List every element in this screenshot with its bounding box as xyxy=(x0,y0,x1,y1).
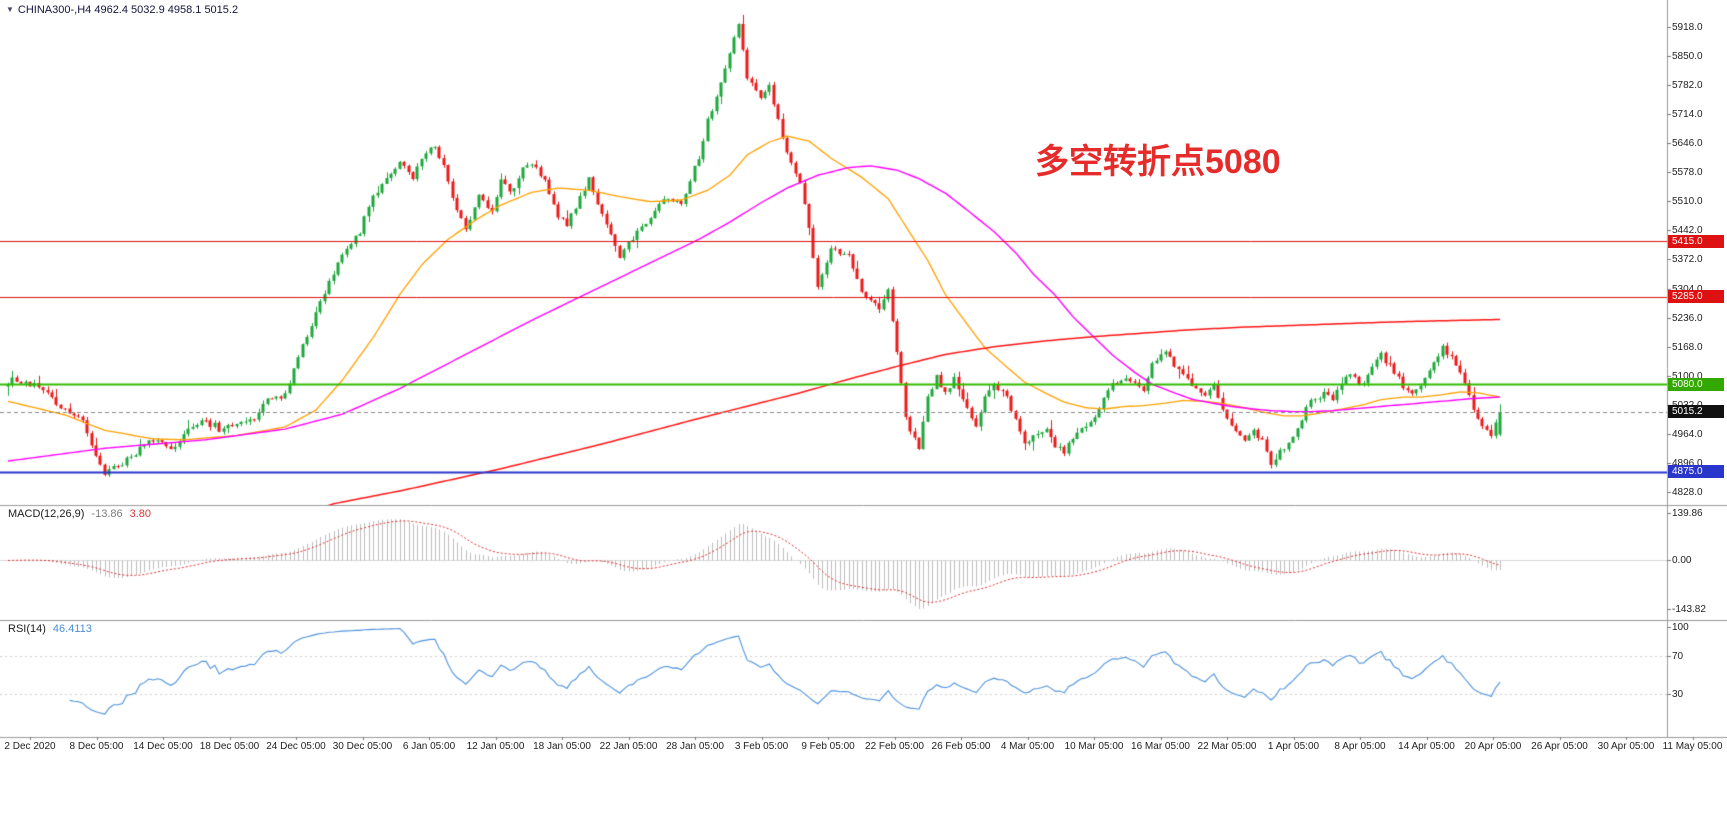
macd-value-signal: 3.80 xyxy=(129,508,152,520)
rsi-indicator-label: RSI(14) 46.4113 xyxy=(8,623,92,635)
symbol-dropdown-icon[interactable]: ▼ xyxy=(6,5,14,14)
macd-value-main: -13.86 xyxy=(91,508,123,520)
chart-header: ▼ CHINA300-,H4 4962.4 5032.9 4958.1 5015.… xyxy=(6,4,238,16)
symbol-ohlc-text: CHINA300-,H4 4962.4 5032.9 4958.1 5015.2 xyxy=(17,4,239,16)
macd-indicator-label: MACD(12,26,9) -13.86 3.80 xyxy=(8,508,151,520)
rsi-value: 46.4113 xyxy=(52,623,92,635)
rsi-label-name: RSI(14) xyxy=(8,623,46,635)
macd-label-name: MACD(12,26,9) xyxy=(8,508,85,520)
annotation-text: 多空转折点5080 xyxy=(1035,143,1281,181)
